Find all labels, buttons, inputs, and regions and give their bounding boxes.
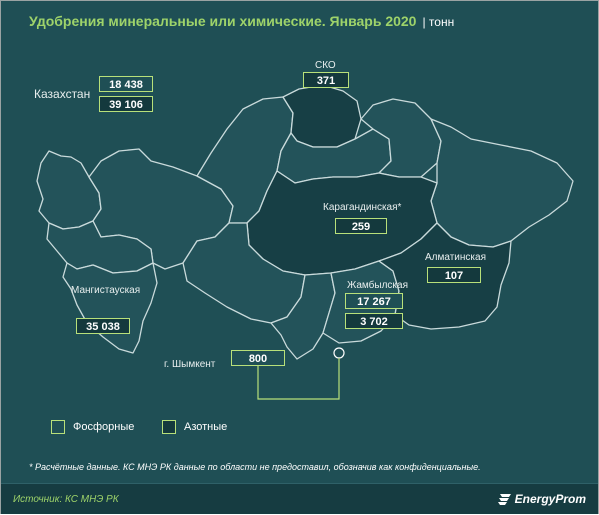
almaty-value: 107	[427, 267, 481, 283]
energyprom-logo-icon	[498, 494, 511, 505]
shymkent-value: 800	[231, 350, 285, 366]
region-pavlodar	[360, 98, 442, 178]
mangistau-value: 35 038	[76, 318, 130, 334]
sko-label: СКО	[315, 60, 336, 71]
unit-label: | тонн	[422, 15, 455, 29]
shymkent-connector-line	[257, 358, 340, 400]
footnote: * Расчётные данные. КС МНЭ РК данные по …	[29, 462, 481, 472]
karaganda-value: 259	[335, 218, 387, 234]
legend-nitrogen-swatch	[162, 420, 176, 434]
region-mangistau	[62, 262, 158, 354]
legend-phosphoric-swatch	[51, 420, 65, 434]
title-row: Удобрения минеральные или химические. Ян…	[29, 13, 454, 29]
shymkent-city-marker	[333, 347, 345, 359]
shymkent-label: г. Шымкент	[164, 359, 216, 370]
almaty-label: Алматинская	[425, 252, 486, 263]
zhambyl-label: Жамбылская	[347, 280, 408, 291]
source-text: Источник: КС МНЭ РК	[13, 494, 119, 505]
brand-name: EnergyProm	[514, 492, 586, 506]
footer-bar: Источник: КС МНЭ РК EnergyProm	[1, 483, 598, 514]
kazakhstan-phosphoric-value: 18 438	[99, 76, 153, 92]
mangistau-label: Мангистауская	[71, 285, 141, 296]
kazakhstan-nitrogen-value: 39 106	[99, 96, 153, 112]
zhambyl-phosphoric-value: 17 267	[345, 293, 403, 309]
legend-nitrogen-label: Азотные	[184, 421, 228, 433]
karaganda-label: Карагандинская*	[323, 202, 402, 213]
kazakhstan-label: Казахстан	[34, 87, 91, 101]
sko-value: 371	[303, 72, 349, 88]
region-east-kazakhstan	[430, 118, 574, 248]
region-west-kazakhstan	[36, 150, 102, 230]
legend-phosphoric-label: Фосфорные	[73, 421, 135, 433]
chart-title: Удобрения минеральные или химические. Ян…	[29, 13, 417, 29]
zhambyl-nitrogen-value: 3 702	[345, 313, 403, 329]
